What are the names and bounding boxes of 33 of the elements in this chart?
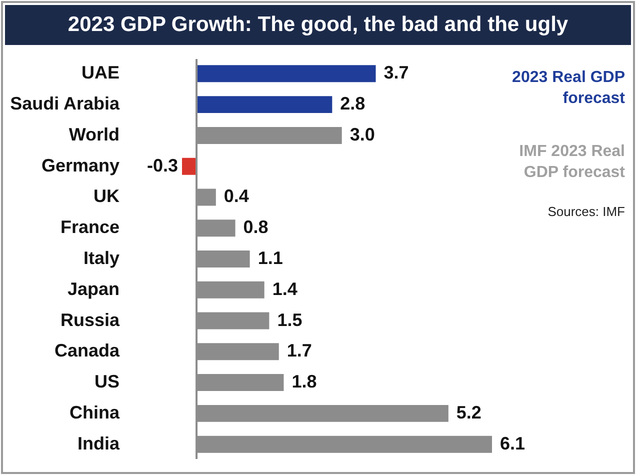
data-label: 1.5 bbox=[277, 310, 302, 330]
data-label: 1.8 bbox=[292, 372, 317, 392]
data-label: 3.0 bbox=[350, 124, 375, 144]
y-tick-label: Japan bbox=[67, 278, 120, 299]
y-tick-label: China bbox=[69, 402, 120, 422]
data-label: 1.4 bbox=[272, 278, 298, 299]
data-label: 1.7 bbox=[286, 340, 312, 361]
data-label: 5.2 bbox=[456, 402, 482, 422]
data-label: 0.4 bbox=[224, 186, 249, 206]
text: 2023 Real GDP forecast bbox=[511, 68, 625, 109]
y-tick-label: France bbox=[60, 217, 120, 238]
y-tick-label: Saudi Arabia bbox=[10, 94, 120, 114]
y-tick-label: UK bbox=[94, 186, 120, 206]
chart-title: 2023 GDP Growth: The good, the bad and the ugly bbox=[5, 5, 631, 45]
data-label: 2.8 bbox=[340, 94, 366, 114]
y-tick-label: UAE bbox=[81, 62, 120, 83]
data-label: 6.1 bbox=[500, 433, 526, 454]
y-tick-label: Russia bbox=[60, 310, 120, 330]
bar bbox=[182, 158, 197, 175]
y-tick-label: US bbox=[94, 372, 120, 392]
y-tick-label: Canada bbox=[54, 340, 120, 361]
data-label: -0.3 bbox=[146, 155, 178, 176]
source-note: Sources: IMF bbox=[546, 203, 625, 220]
y-tick-label: Italy bbox=[83, 248, 120, 268]
y-tick-label: India bbox=[77, 433, 120, 454]
data-label: 1.1 bbox=[258, 248, 283, 268]
text: IMF 2023 Real GDP forecast bbox=[518, 142, 625, 183]
data-label: 0.8 bbox=[243, 217, 268, 238]
y-tick-label: World bbox=[68, 124, 120, 144]
y-tick-label: Germany bbox=[41, 155, 120, 176]
data-label: 3.7 bbox=[384, 62, 409, 83]
bar bbox=[196, 65, 376, 82]
bar bbox=[196, 96, 332, 114]
